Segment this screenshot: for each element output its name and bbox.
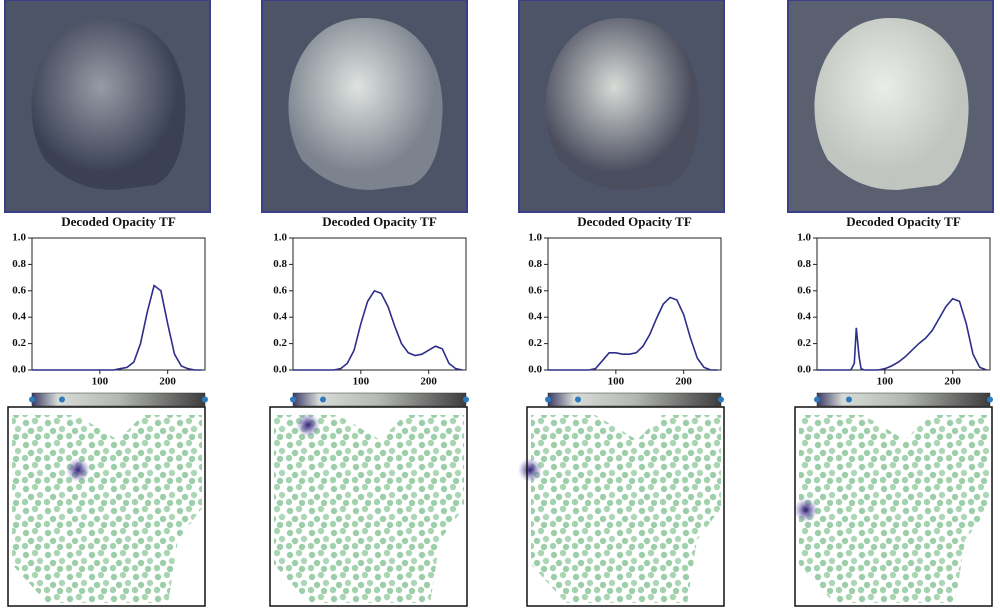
colorbar-handle (202, 396, 208, 403)
colorbar-handle (290, 396, 296, 403)
tf-line (817, 297, 987, 371)
plot-frame (31, 237, 206, 371)
head-shape (545, 17, 700, 191)
embedding-dots (12, 415, 202, 603)
y-tick-label: 0.4 (12, 311, 26, 323)
y-tick-label: 0.8 (12, 258, 26, 270)
y-tick-label: 0.4 (797, 311, 811, 323)
embedding-gap (270, 410, 470, 604)
y-tick-label: 0.8 (528, 258, 542, 270)
head-shape (814, 17, 969, 191)
y-tick-label: 0.4 (528, 311, 542, 323)
embedding-frame (526, 406, 725, 607)
y-tick-label: 1.0 (273, 232, 287, 244)
embedding-gap (8, 410, 208, 604)
colorbar-handle (29, 396, 35, 403)
colorbar (292, 392, 467, 407)
y-tick-label: 0.6 (797, 284, 811, 296)
embedding-gap (795, 410, 995, 604)
colorbar-handle (463, 396, 469, 403)
y-tick-label: 0.2 (12, 337, 26, 349)
y-tick-label: 0.0 (12, 364, 26, 376)
embedding-frame (7, 406, 206, 607)
y-tick-label: 0.2 (273, 337, 287, 349)
tf-line (293, 289, 463, 371)
x-tick-label: 200 (159, 376, 176, 388)
chart-title: Decoded Opacity TF (577, 214, 692, 229)
selected-point (518, 458, 542, 482)
selected-point (296, 413, 320, 437)
x-tick-label: 100 (608, 376, 625, 388)
embedding-frame (794, 406, 993, 607)
plot-frame (292, 237, 467, 371)
x-tick-label: 200 (944, 376, 961, 388)
embedding-dots (274, 415, 464, 603)
tf-line (548, 296, 718, 371)
y-tick-label: 0.2 (797, 337, 811, 349)
y-tick-label: 0.0 (528, 364, 542, 376)
y-tick-label: 0.6 (528, 284, 542, 296)
colorbar-handle (59, 396, 65, 403)
colorbar (31, 392, 206, 407)
colorbar (816, 392, 991, 407)
y-tick-label: 0.0 (273, 364, 287, 376)
colorbar-handle (545, 396, 551, 403)
tf-line (32, 284, 202, 371)
embedding-frame (269, 406, 468, 607)
plot-frame (547, 237, 722, 371)
chart-title: Decoded Opacity TF (322, 214, 437, 229)
embedding-dots (799, 415, 989, 603)
selected-point (794, 498, 818, 522)
chart-title: Decoded Opacity TF (846, 214, 961, 229)
x-tick-label: 100 (92, 376, 109, 388)
x-tick-label: 100 (877, 376, 894, 388)
colorbar-handle (814, 396, 820, 403)
colorbar-handle (987, 396, 993, 403)
x-tick-label: 200 (675, 376, 692, 388)
y-tick-label: 1.0 (12, 232, 26, 244)
embedding-gap (527, 410, 727, 604)
colorbar-handle (320, 396, 326, 403)
colorbar-handle (575, 396, 581, 403)
embedding-dots (531, 415, 721, 603)
y-tick-label: 0.8 (273, 258, 287, 270)
y-tick-label: 0.6 (273, 284, 287, 296)
y-tick-label: 0.2 (528, 337, 542, 349)
y-tick-label: 0.6 (12, 284, 26, 296)
colorbar-handle (718, 396, 724, 403)
y-tick-label: 0.8 (797, 258, 811, 270)
y-tick-label: 0.4 (273, 311, 287, 323)
y-tick-label: 1.0 (797, 232, 811, 244)
colorbar (547, 392, 722, 407)
plot-frame (816, 237, 991, 371)
colorbar-handle (846, 396, 852, 403)
x-tick-label: 100 (353, 376, 370, 388)
y-tick-label: 0.0 (797, 364, 811, 376)
x-tick-label: 200 (420, 376, 437, 388)
y-tick-label: 1.0 (528, 232, 542, 244)
selected-point (66, 458, 90, 482)
chart-title: Decoded Opacity TF (61, 214, 176, 229)
head-shape (31, 17, 186, 191)
head-shape (288, 17, 443, 191)
